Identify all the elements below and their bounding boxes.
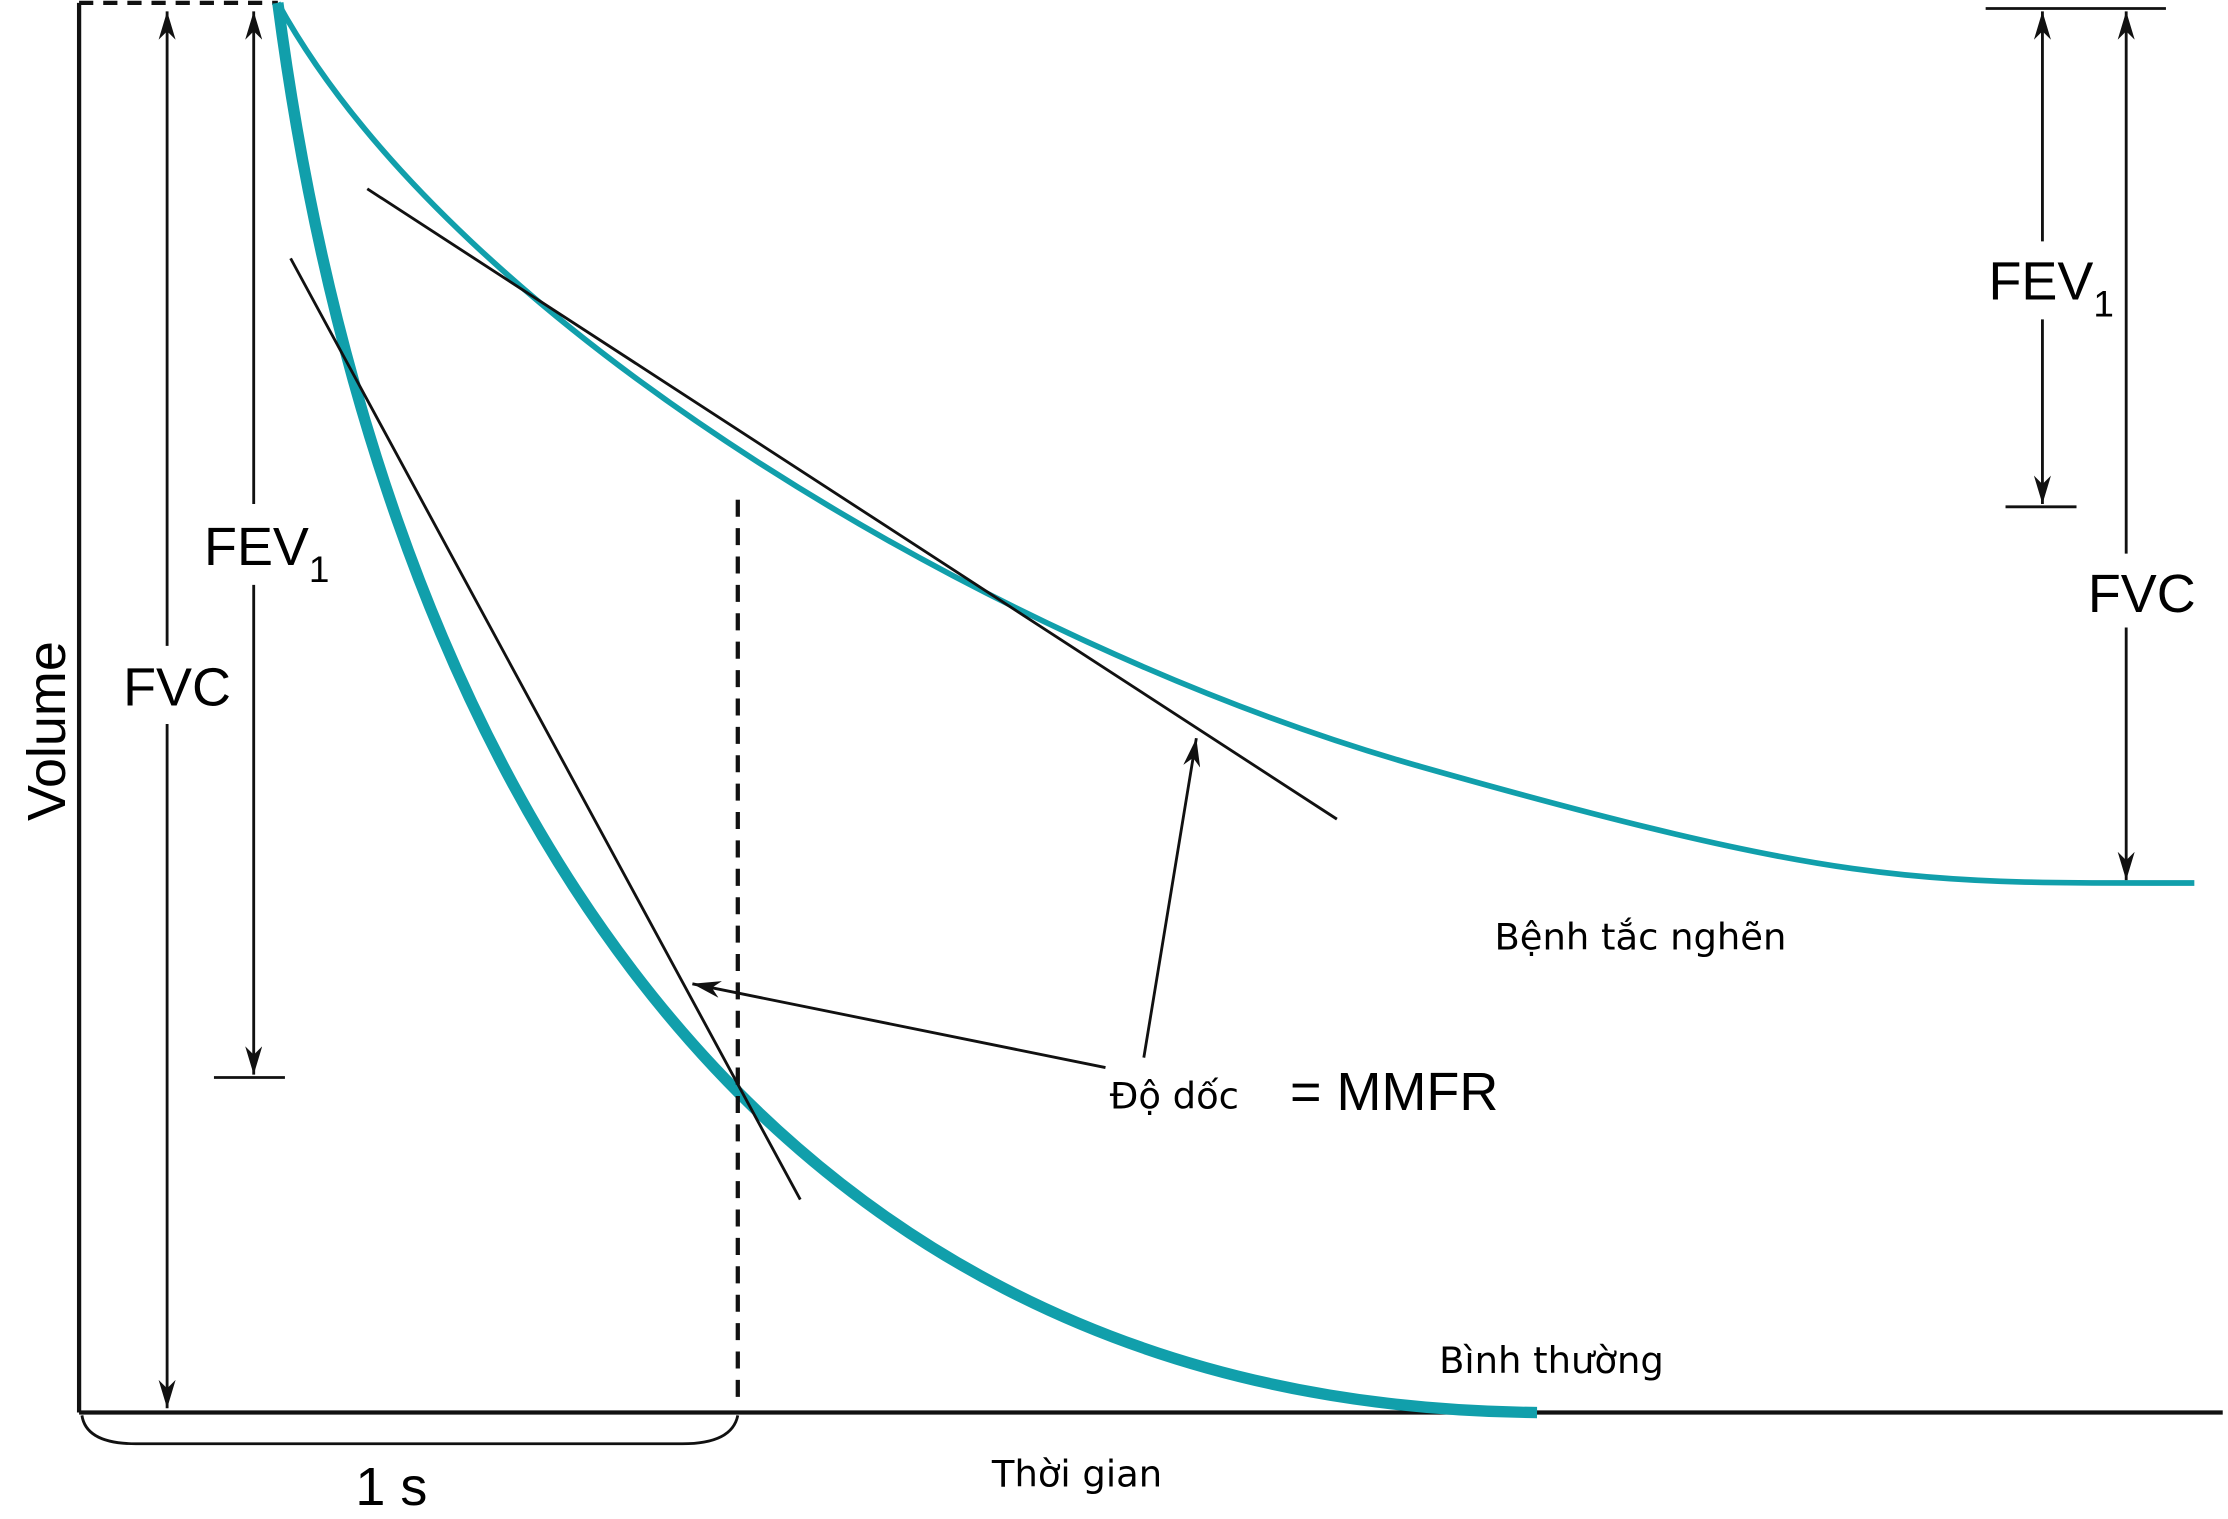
time-brace — [80, 1415, 740, 1446]
right-arrows — [1985, 7, 2166, 881]
axes — [76, 0, 2223, 1415]
tangent-obstructive — [366, 187, 1338, 821]
obstructive-curve — [275, 1, 2195, 886]
normal-fvc-label: FVC — [123, 658, 231, 718]
fev-text: FEV — [204, 517, 309, 577]
normal-curve — [272, 2, 1538, 1419]
y-axis-label: Volume — [17, 641, 77, 821]
time-unit-label: 1 s — [355, 1457, 427, 1517]
slope-arrows — [692, 737, 1201, 1069]
normal-fev1-label: FEV1 — [204, 517, 329, 590]
obstructive-fev1-label: FEV1 — [1988, 252, 2113, 325]
normal-label: Bình thường — [1439, 1339, 1664, 1382]
fev-text: FEV — [1988, 252, 2093, 312]
fev-subscript: 1 — [2093, 284, 2114, 325]
slope-label: Độ dốc — [1110, 1075, 1239, 1118]
obstructive-fvc-label: FVC — [2088, 564, 2196, 624]
fev-subscript: 1 — [309, 549, 330, 590]
obstructive-label: Bệnh tắc nghẽn — [1494, 916, 1786, 959]
slope-value: = MMFR — [1290, 1062, 1498, 1122]
x-axis-label: Thời gian — [991, 1452, 1162, 1495]
left-arrows — [158, 11, 285, 1409]
tangent-normal — [289, 257, 802, 1201]
